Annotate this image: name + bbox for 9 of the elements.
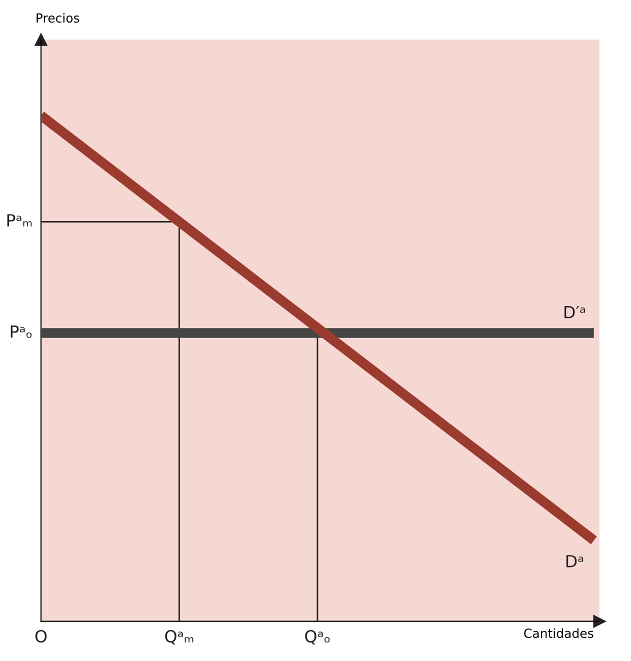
x-tick-label: Qᵃₒ — [305, 630, 330, 644]
annotation: Pᵃₒ — [10, 325, 32, 338]
series-label: Dᵃ — [566, 555, 584, 568]
annotation: Pᵃₘ — [7, 214, 32, 226]
text: Precios — [36, 13, 80, 23]
x-tick-label: Qᵃₘ — [165, 630, 194, 644]
x-axis-title: Cantidades — [524, 628, 594, 638]
x-tick-label: O — [35, 630, 47, 643]
series-label: D′ᵃ — [564, 306, 585, 318]
